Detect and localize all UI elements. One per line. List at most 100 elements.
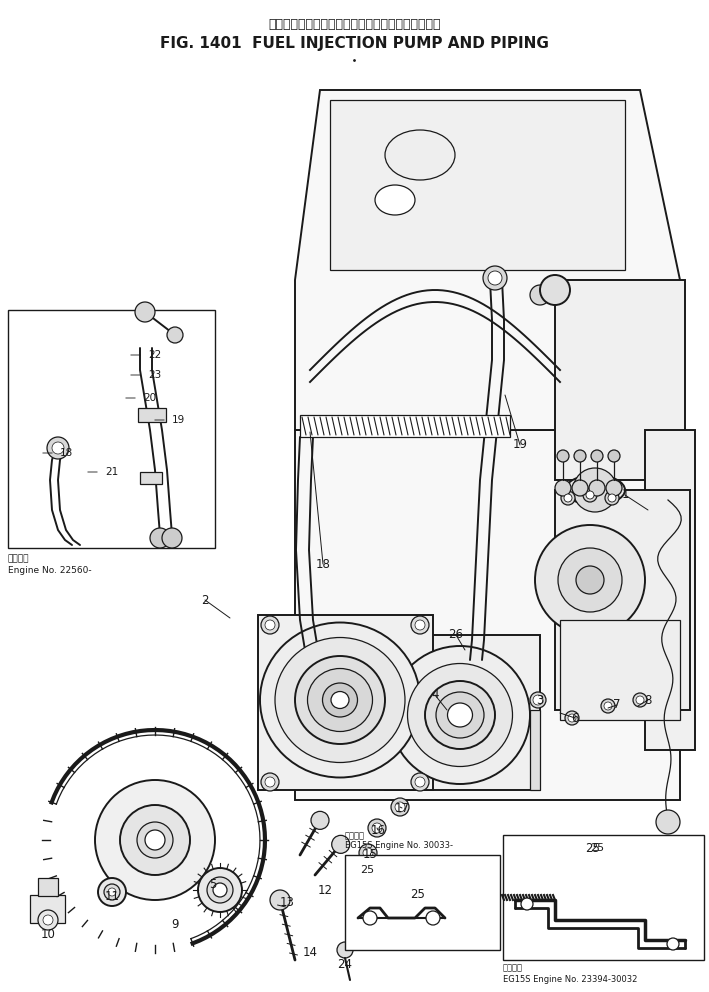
Bar (330, 100, 625, 270)
Circle shape (162, 528, 182, 548)
Ellipse shape (323, 683, 357, 717)
Text: 13: 13 (279, 896, 294, 909)
Text: Engine No. 22560-: Engine No. 22560- (8, 566, 91, 575)
Bar (530, 710, 540, 790)
Circle shape (270, 890, 290, 910)
Circle shape (564, 494, 572, 502)
Circle shape (633, 693, 647, 707)
Circle shape (535, 525, 645, 635)
Circle shape (363, 911, 377, 925)
Text: 20: 20 (143, 393, 156, 403)
Text: 24: 24 (337, 958, 352, 971)
Text: 8: 8 (644, 693, 652, 706)
Bar (300, 415, 510, 437)
Text: EG15S Engine No. 23394-30032: EG15S Engine No. 23394-30032 (503, 975, 637, 984)
Ellipse shape (447, 703, 472, 727)
Circle shape (561, 491, 575, 505)
Ellipse shape (308, 669, 372, 731)
Circle shape (565, 711, 579, 725)
Text: 16: 16 (371, 823, 386, 836)
Ellipse shape (331, 691, 349, 708)
Circle shape (415, 620, 425, 630)
Circle shape (411, 616, 429, 634)
Text: 適用号等: 適用号等 (345, 831, 365, 840)
Circle shape (261, 616, 279, 634)
Bar (555, 490, 690, 710)
Text: 適用号等: 適用号等 (8, 554, 30, 563)
Text: 9: 9 (172, 919, 179, 931)
Circle shape (605, 491, 619, 505)
Circle shape (667, 938, 679, 950)
Circle shape (591, 450, 603, 462)
Ellipse shape (275, 638, 405, 763)
Circle shape (167, 327, 183, 343)
Circle shape (521, 898, 533, 910)
Circle shape (606, 480, 622, 496)
Circle shape (586, 491, 594, 499)
Circle shape (558, 548, 622, 612)
Circle shape (530, 285, 550, 305)
Bar (385, 635, 540, 790)
Text: 26: 26 (449, 629, 464, 642)
Bar (295, 430, 680, 800)
Text: 15: 15 (362, 848, 377, 861)
Circle shape (98, 878, 126, 906)
Text: 6: 6 (571, 711, 579, 724)
Bar (503, 835, 704, 960)
Text: 11: 11 (104, 890, 120, 903)
Circle shape (415, 777, 425, 787)
Text: 5: 5 (209, 879, 217, 892)
Circle shape (557, 450, 569, 462)
Circle shape (95, 780, 215, 900)
Text: FIG. 1401  FUEL INJECTION PUMP AND PIPING: FIG. 1401 FUEL INJECTION PUMP AND PIPING (160, 36, 549, 51)
Bar (345, 855, 500, 950)
Circle shape (589, 480, 605, 496)
Ellipse shape (436, 692, 484, 738)
Text: 適用号等: 適用号等 (503, 963, 523, 972)
Text: 4: 4 (431, 688, 439, 701)
Circle shape (608, 450, 620, 462)
Circle shape (555, 480, 571, 496)
Text: 12: 12 (318, 884, 333, 897)
Circle shape (359, 844, 377, 862)
Ellipse shape (295, 656, 385, 744)
Circle shape (573, 468, 617, 512)
Ellipse shape (260, 623, 420, 778)
Ellipse shape (425, 681, 495, 749)
Text: 18: 18 (60, 448, 73, 458)
Text: 3: 3 (536, 693, 544, 706)
Text: 14: 14 (303, 946, 318, 959)
Bar (645, 430, 695, 750)
Bar (258, 615, 433, 790)
Circle shape (337, 942, 353, 958)
Text: 7: 7 (613, 698, 621, 711)
Bar (555, 280, 685, 480)
Circle shape (568, 714, 576, 722)
Circle shape (483, 266, 507, 290)
Circle shape (265, 620, 275, 630)
Circle shape (207, 877, 233, 903)
Text: 1: 1 (621, 488, 629, 502)
Ellipse shape (390, 646, 530, 784)
Ellipse shape (375, 185, 415, 215)
Circle shape (488, 271, 502, 285)
Circle shape (104, 884, 120, 900)
Circle shape (395, 802, 405, 812)
Circle shape (261, 773, 279, 791)
Text: 25: 25 (586, 841, 601, 854)
Circle shape (52, 442, 64, 454)
Text: 25: 25 (360, 865, 374, 875)
Text: 18: 18 (316, 558, 330, 570)
Circle shape (372, 823, 382, 833)
Circle shape (265, 777, 275, 787)
Bar (30, 895, 65, 923)
Circle shape (574, 450, 586, 462)
Ellipse shape (565, 475, 625, 505)
Circle shape (135, 302, 155, 322)
Circle shape (604, 702, 612, 710)
Circle shape (426, 911, 440, 925)
Circle shape (656, 810, 680, 834)
Circle shape (576, 566, 604, 594)
Polygon shape (295, 90, 680, 430)
Circle shape (47, 437, 69, 459)
